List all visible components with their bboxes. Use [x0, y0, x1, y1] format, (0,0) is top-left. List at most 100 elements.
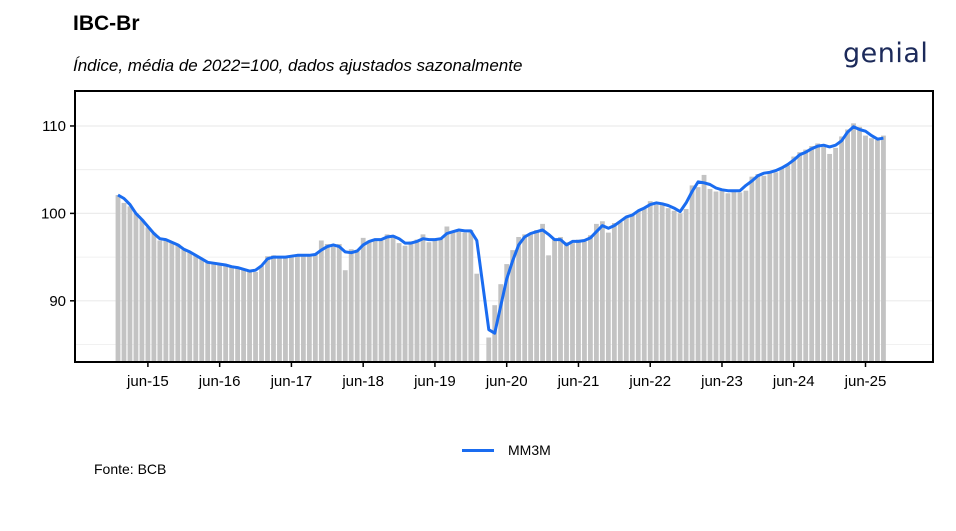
bar: [773, 172, 779, 362]
bar: [289, 255, 294, 362]
bar: [229, 266, 235, 362]
x-tick-label: jun-21: [557, 373, 600, 390]
bar: [540, 223, 545, 362]
bar: [552, 239, 557, 362]
bar: [605, 232, 611, 362]
bar: [731, 190, 737, 362]
bar: [689, 185, 695, 362]
y-axis: 90 100 110: [41, 118, 75, 310]
bar: [211, 263, 217, 362]
bar: [683, 209, 689, 362]
bar: [516, 236, 522, 362]
bar: [695, 187, 701, 362]
bar: [617, 222, 623, 362]
bar: [169, 242, 175, 362]
bar: [570, 243, 575, 362]
bar: [360, 237, 366, 362]
bar: [863, 135, 868, 362]
bar: [635, 210, 641, 362]
bar: [833, 147, 838, 362]
bar: [312, 254, 318, 362]
bar: [522, 234, 528, 362]
bar: [528, 234, 534, 362]
bar: [647, 201, 653, 362]
bar: [253, 271, 258, 362]
bar: [127, 206, 133, 362]
bar: [576, 239, 581, 362]
bar: [450, 230, 456, 362]
bar: [510, 250, 516, 362]
legend: MM3M: [462, 442, 551, 458]
bar: [737, 192, 743, 362]
bar: [641, 208, 647, 362]
bar: [181, 248, 187, 362]
bar: [372, 240, 378, 362]
x-tick-label: jun-22: [628, 373, 671, 390]
bar: [743, 190, 749, 362]
bar: [785, 165, 791, 362]
bar: [283, 257, 288, 362]
bar: [318, 240, 324, 362]
bar: [869, 138, 874, 362]
bar: [139, 219, 145, 362]
bar: [306, 255, 312, 362]
bar: [157, 240, 163, 362]
bar: [199, 258, 205, 362]
bar: [235, 267, 240, 362]
bar: [366, 240, 372, 362]
x-tick-label: jun-15: [126, 373, 169, 390]
bar: [791, 156, 797, 362]
bar: [839, 136, 844, 362]
bar: [857, 126, 862, 362]
y-tick-label: 100: [41, 205, 66, 222]
bar: [300, 256, 306, 362]
bar: [324, 243, 330, 362]
bar: [623, 216, 629, 362]
bar: [175, 243, 181, 362]
x-axis: jun-15 jun-16 jun-17 jun-18 jun-19 jun-20 jun-…: [126, 362, 886, 390]
bar: [665, 208, 671, 362]
bar: [193, 255, 199, 362]
bar: [653, 204, 659, 362]
legend-line-key: [462, 448, 494, 452]
bar: [115, 195, 121, 362]
bar: [456, 231, 462, 362]
bar: [767, 171, 773, 362]
bar: [546, 255, 551, 362]
bar: [611, 223, 617, 362]
bar: [151, 232, 157, 362]
bar: [295, 254, 300, 362]
bar: [827, 153, 833, 362]
bar: [342, 270, 348, 362]
bar: [498, 284, 504, 362]
source-note: Fonte: BCB: [94, 461, 167, 477]
bar: [271, 255, 276, 362]
bar: [205, 261, 211, 362]
bar: [462, 232, 468, 362]
bar: [223, 264, 229, 362]
bar: [259, 265, 264, 362]
bar: [468, 229, 474, 362]
bar: [354, 250, 360, 362]
bar: [396, 243, 402, 362]
x-tick-label: jun-25: [844, 373, 887, 390]
bar: [241, 269, 246, 362]
bar: [815, 143, 821, 362]
bar: [474, 273, 480, 362]
bar: [779, 167, 785, 362]
bar: [384, 234, 390, 362]
bar: [701, 174, 707, 362]
y-tick-label: 90: [49, 293, 66, 310]
bar: [803, 149, 809, 362]
bar: [145, 227, 151, 362]
bar: [121, 202, 127, 362]
plot-border: [74, 90, 934, 363]
x-tick-label: jun-20: [485, 373, 528, 390]
bar: [420, 234, 426, 362]
chart-title: IBC-Br: [73, 12, 140, 35]
bar: [247, 270, 252, 362]
x-tick-label: jun-18: [341, 373, 384, 390]
bar: [378, 239, 384, 362]
bar: [558, 236, 563, 362]
